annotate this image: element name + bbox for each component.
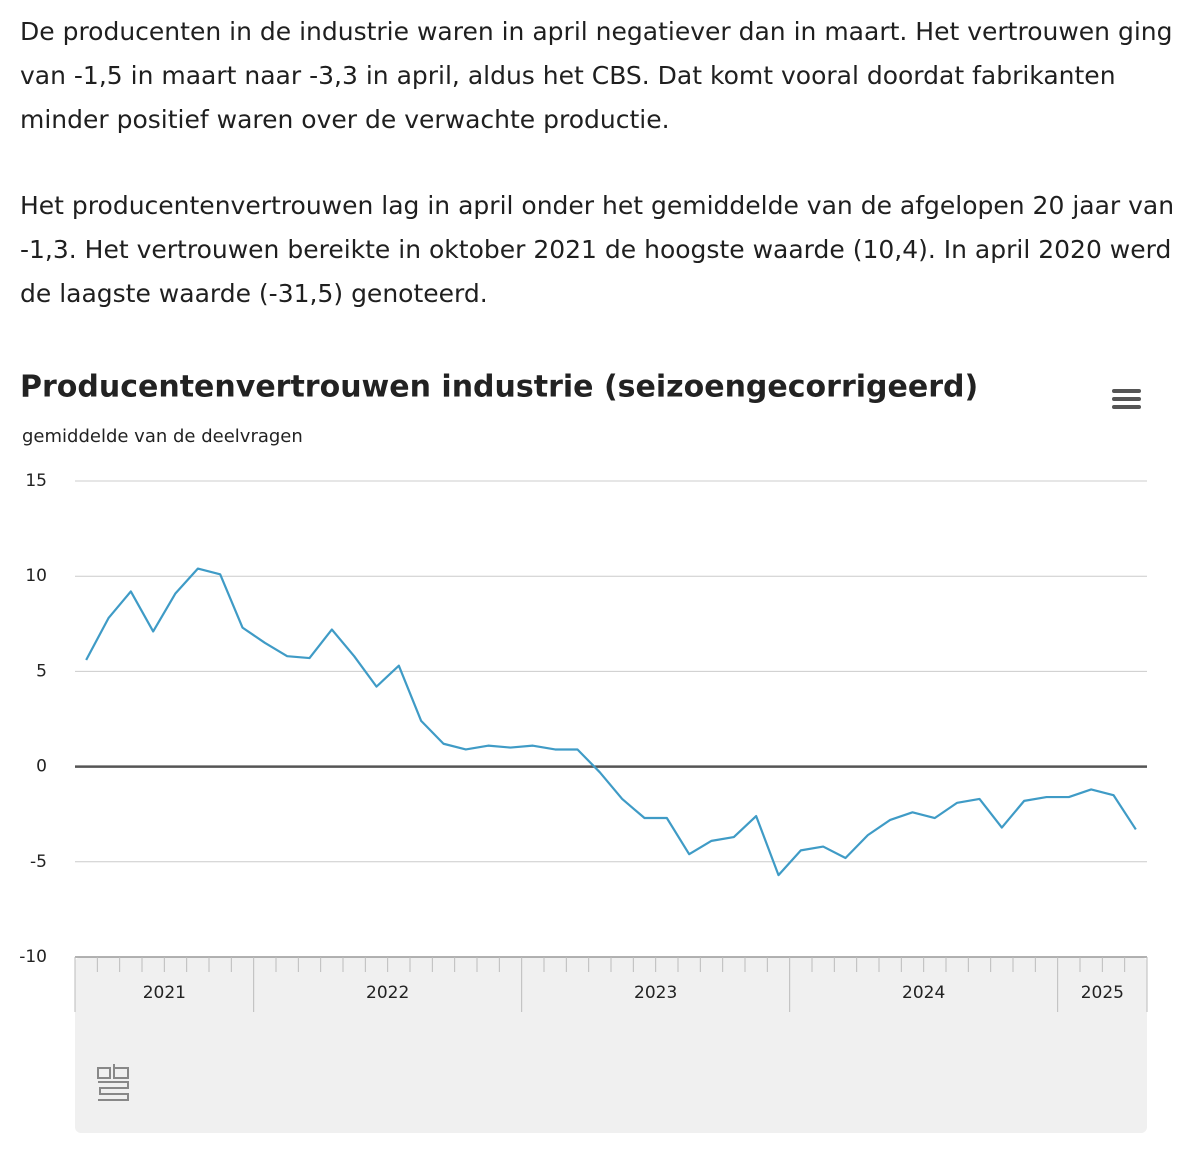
y-tick-label: 15: [25, 471, 47, 491]
chart-subtitle: gemiddelde van de deelvragen: [22, 426, 303, 447]
x-group-label: 2023: [634, 983, 677, 1003]
x-group-label: 2024: [902, 983, 945, 1003]
data-line: [85, 567, 1137, 877]
x-group-label: 2021: [143, 983, 186, 1003]
x-group-label: 2022: [366, 983, 409, 1003]
x-group-label: 2025: [1081, 983, 1124, 1003]
y-tick-label: -10: [19, 947, 47, 967]
paragraph: De producenten in de industrie waren in …: [20, 17, 1173, 134]
y-tick-label: 10: [25, 566, 47, 586]
y-tick-label: 5: [36, 661, 47, 681]
y-tick-label: -5: [30, 852, 47, 872]
paragraph: Het producentenvertrouwen lag in april o…: [20, 191, 1175, 308]
navigator-panel: [75, 957, 1147, 1133]
cbs-logo: [97, 1064, 129, 1101]
menu-button[interactable]: [1112, 389, 1141, 409]
y-tick-label: 0: [36, 757, 47, 777]
chart-title: Producentenvertrouwen industrie (seizoen…: [20, 370, 978, 405]
